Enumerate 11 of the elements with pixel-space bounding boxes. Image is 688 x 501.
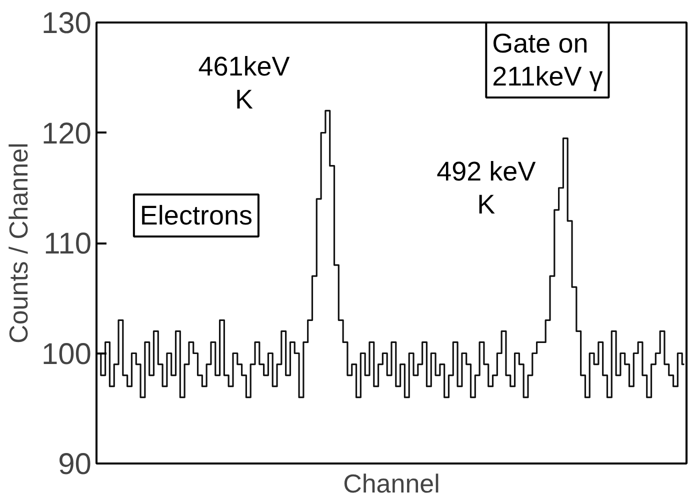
y-tick-label: 100 [41,338,92,371]
annotation: Electrons [140,200,252,230]
x-axis-title: Channel [343,468,440,498]
y-axis-title: Counts / Channel [3,142,34,344]
y-tick-label: 120 [41,117,92,150]
y-tick-label: 130 [41,7,92,40]
y-tick-label: 110 [44,228,92,260]
y-tick-label: 90 [58,448,92,481]
annotation: 461keV K [198,52,290,115]
annotation: 492 keV K [436,156,536,220]
annotation: Gate on 211keV γ [492,28,604,92]
